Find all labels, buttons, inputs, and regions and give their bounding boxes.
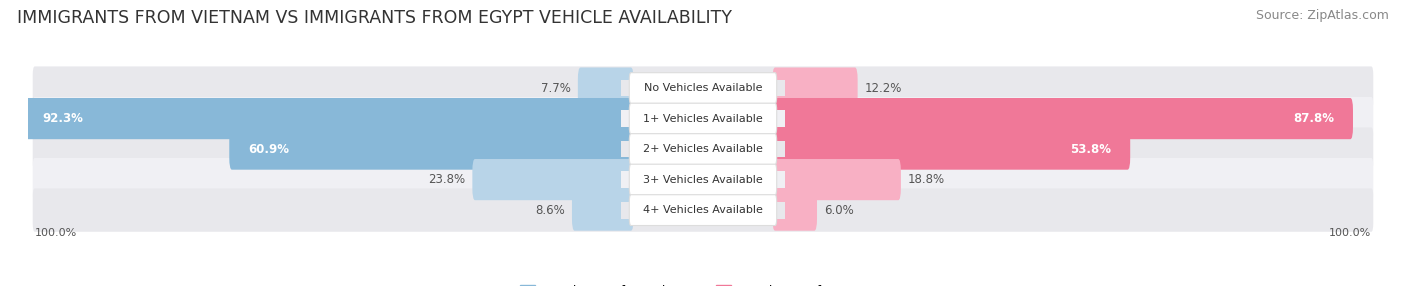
FancyBboxPatch shape: [630, 164, 776, 195]
FancyBboxPatch shape: [630, 103, 776, 134]
Text: 87.8%: 87.8%: [1294, 112, 1334, 125]
Bar: [772, 110, 785, 127]
Bar: [621, 202, 634, 219]
Text: 3+ Vehicles Available: 3+ Vehicles Available: [643, 175, 763, 184]
Bar: [772, 141, 785, 158]
Text: 4+ Vehicles Available: 4+ Vehicles Available: [643, 205, 763, 215]
Text: 100.0%: 100.0%: [1329, 228, 1371, 238]
FancyBboxPatch shape: [772, 159, 901, 200]
Bar: [621, 110, 634, 127]
Text: IMMIGRANTS FROM VIETNAM VS IMMIGRANTS FROM EGYPT VEHICLE AVAILABILITY: IMMIGRANTS FROM VIETNAM VS IMMIGRANTS FR…: [17, 9, 733, 27]
Text: 23.8%: 23.8%: [427, 173, 465, 186]
FancyBboxPatch shape: [772, 98, 1353, 139]
Text: 1+ Vehicles Available: 1+ Vehicles Available: [643, 114, 763, 124]
FancyBboxPatch shape: [630, 134, 776, 164]
Legend: Immigrants from Vietnam, Immigrants from Egypt: Immigrants from Vietnam, Immigrants from…: [520, 285, 886, 286]
FancyBboxPatch shape: [572, 190, 634, 231]
FancyBboxPatch shape: [24, 98, 634, 139]
Bar: [772, 80, 785, 96]
FancyBboxPatch shape: [772, 128, 1130, 170]
FancyBboxPatch shape: [32, 66, 1374, 110]
Bar: [772, 202, 785, 219]
FancyBboxPatch shape: [32, 97, 1374, 140]
FancyBboxPatch shape: [578, 67, 634, 109]
Text: 92.3%: 92.3%: [42, 112, 83, 125]
Bar: [772, 171, 785, 188]
Text: 53.8%: 53.8%: [1070, 143, 1111, 156]
Text: 8.6%: 8.6%: [536, 204, 565, 217]
Text: 60.9%: 60.9%: [249, 143, 290, 156]
FancyBboxPatch shape: [32, 128, 1374, 171]
Text: 6.0%: 6.0%: [824, 204, 853, 217]
Bar: [621, 141, 634, 158]
Text: Source: ZipAtlas.com: Source: ZipAtlas.com: [1256, 9, 1389, 21]
FancyBboxPatch shape: [630, 195, 776, 226]
Text: 100.0%: 100.0%: [35, 228, 77, 238]
FancyBboxPatch shape: [32, 188, 1374, 232]
FancyBboxPatch shape: [229, 128, 634, 170]
Text: 2+ Vehicles Available: 2+ Vehicles Available: [643, 144, 763, 154]
Bar: [621, 80, 634, 96]
Text: No Vehicles Available: No Vehicles Available: [644, 83, 762, 93]
FancyBboxPatch shape: [772, 190, 817, 231]
Text: 18.8%: 18.8%: [908, 173, 945, 186]
FancyBboxPatch shape: [630, 73, 776, 104]
Text: 12.2%: 12.2%: [865, 82, 903, 95]
Text: 7.7%: 7.7%: [541, 82, 571, 95]
FancyBboxPatch shape: [32, 158, 1374, 201]
Bar: [621, 171, 634, 188]
FancyBboxPatch shape: [472, 159, 634, 200]
FancyBboxPatch shape: [772, 67, 858, 109]
